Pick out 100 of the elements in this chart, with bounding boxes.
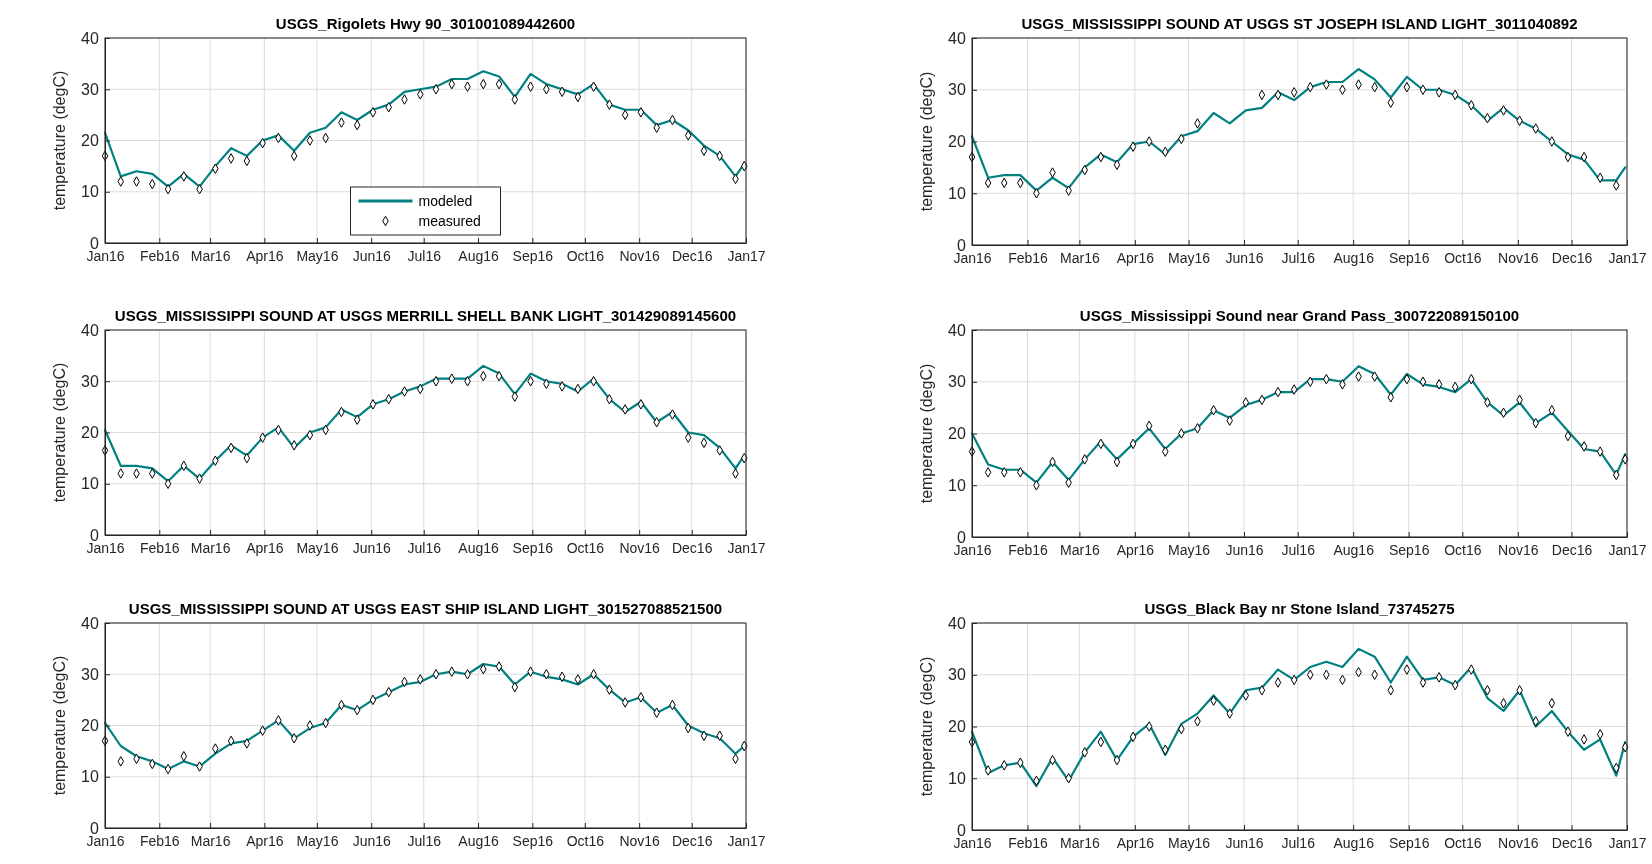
- x-tick-label: Dec16: [1551, 542, 1593, 559]
- x-tick-label: Feb16: [139, 833, 180, 850]
- x-tick-label: Jan17: [727, 248, 766, 265]
- x-tick-label: Oct16: [566, 833, 605, 850]
- x-tick-label: Jun16: [352, 540, 391, 557]
- x-tick-label: May16: [1168, 835, 1211, 852]
- legend-label: measured: [418, 213, 481, 229]
- x-tick-label: Jul16: [1281, 250, 1316, 267]
- x-tick-label: Jun16: [352, 833, 391, 850]
- x-tick-label: Nov16: [619, 248, 661, 265]
- x-tick-label: Jan17: [1608, 542, 1647, 559]
- x-tick-label: Nov16: [1498, 542, 1539, 559]
- chart-title: USGS_Rigolets Hwy 90_301001089442600: [275, 15, 576, 32]
- x-tick-label: Apr16: [246, 540, 284, 557]
- x-tick-label: Nov16: [1498, 835, 1539, 852]
- y-tick-label: 30: [81, 665, 99, 683]
- x-tick-label: May16: [1168, 250, 1211, 267]
- x-tick-label: May16: [296, 248, 339, 265]
- x-tick-label: Jun16: [1225, 542, 1264, 559]
- y-tick-label: 40: [81, 321, 99, 339]
- x-tick-label: Sep16: [512, 248, 554, 265]
- x-tick-label: Sep16: [512, 540, 554, 557]
- x-tick-label: Oct16: [1444, 835, 1482, 852]
- x-tick-label: Mar16: [190, 248, 231, 265]
- x-tick-label: Mar16: [1060, 542, 1100, 559]
- chart-title: USGS_Black Bay nr Stone Island_73745275: [1144, 600, 1455, 617]
- x-tick-label: Jan17: [727, 833, 766, 850]
- x-tick-label: Aug16: [1333, 250, 1375, 267]
- x-tick-label: Jul16: [1281, 835, 1316, 852]
- x-tick-label: Jan17: [727, 540, 766, 557]
- y-tick-label: 10: [81, 475, 99, 493]
- x-tick-label: Dec16: [1551, 835, 1593, 852]
- y-tick-label: 20: [948, 718, 966, 736]
- x-tick-label: Sep16: [512, 833, 554, 850]
- x-tick-label: Mar16: [190, 833, 231, 850]
- x-tick-label: Oct16: [566, 540, 605, 557]
- x-tick-label: Sep16: [1388, 250, 1430, 267]
- y-tick-label: 30: [948, 666, 966, 684]
- x-tick-label: Jun16: [352, 248, 391, 265]
- x-tick-label: Apr16: [1116, 835, 1155, 852]
- x-tick-label: Jul16: [1281, 542, 1316, 559]
- x-tick-label: Jan17: [1608, 835, 1647, 852]
- y-tick-label: 20: [948, 425, 966, 443]
- x-tick-label: Feb16: [139, 248, 180, 265]
- y-axis-title: temperature (degC): [918, 363, 935, 504]
- x-tick-label: Apr16: [246, 833, 284, 850]
- y-tick-label: 30: [948, 373, 966, 391]
- x-tick-label: Aug16: [458, 833, 499, 850]
- x-tick-label: Oct16: [1444, 542, 1482, 559]
- y-tick-label: 40: [81, 29, 99, 47]
- x-tick-label: Sep16: [1388, 835, 1430, 852]
- y-tick-label: 10: [948, 769, 966, 787]
- y-tick-label: 10: [81, 768, 99, 786]
- x-tick-label: Jan17: [1608, 250, 1647, 267]
- x-tick-label: Apr16: [1116, 250, 1155, 267]
- y-tick-label: 30: [81, 372, 99, 390]
- chart-title: USGS_MISSISSIPPI SOUND AT USGS ST JOSEPH ISLAND LIGHT_3011040892: [1021, 15, 1578, 32]
- x-tick-label: Oct16: [1444, 250, 1482, 267]
- y-axis-title: temperature (degC): [51, 362, 68, 503]
- chart-title: USGS_MISSISSIPPI SOUND AT USGS EAST SHIP ISLAND LIGHT_301527088521500: [128, 600, 723, 617]
- y-tick-label: 20: [81, 424, 99, 442]
- y-tick-label: 40: [948, 29, 966, 47]
- x-tick-label: Aug16: [458, 248, 499, 265]
- x-tick-label: Sep16: [1388, 542, 1430, 559]
- legend-label: modeled: [418, 193, 473, 209]
- x-tick-label: Aug16: [458, 540, 499, 557]
- x-tick-label: Aug16: [1333, 542, 1375, 559]
- y-axis-title: temperature (degC): [51, 655, 68, 796]
- y-tick-label: 40: [948, 614, 966, 632]
- x-tick-label: Feb16: [1008, 835, 1049, 852]
- x-tick-label: Jul16: [407, 540, 442, 557]
- x-tick-label: Feb16: [1008, 542, 1049, 559]
- x-tick-label: Mar16: [190, 540, 231, 557]
- y-tick-label: 20: [81, 132, 99, 150]
- chart-title: USGS_Mississippi Sound near Grand Pass_300722089150100: [1079, 307, 1520, 324]
- y-tick-label: 30: [81, 80, 99, 98]
- x-tick-label: Dec16: [671, 540, 713, 557]
- y-axis-title: temperature (degC): [51, 70, 68, 211]
- x-tick-label: Mar16: [1060, 835, 1100, 852]
- x-tick-label: Nov16: [619, 540, 661, 557]
- y-tick-label: 40: [81, 614, 99, 632]
- x-tick-label: Apr16: [246, 248, 284, 265]
- x-tick-label: Dec16: [671, 248, 713, 265]
- y-tick-label: 10: [948, 184, 966, 202]
- y-tick-label: 20: [81, 717, 99, 735]
- x-tick-label: Feb16: [1008, 250, 1049, 267]
- x-tick-label: Nov16: [1498, 250, 1539, 267]
- x-tick-label: Nov16: [619, 833, 661, 850]
- x-tick-label: Dec16: [671, 833, 713, 850]
- y-tick-label: 40: [948, 321, 966, 339]
- x-tick-label: Mar16: [1060, 250, 1100, 267]
- y-tick-label: 10: [948, 476, 966, 494]
- x-tick-label: May16: [1168, 542, 1211, 559]
- y-axis-title: temperature (degC): [918, 71, 935, 212]
- y-tick-label: 10: [81, 183, 99, 201]
- x-tick-label: May16: [296, 833, 339, 850]
- x-tick-label: Feb16: [139, 540, 180, 557]
- x-tick-label: Dec16: [1551, 250, 1593, 267]
- x-tick-label: May16: [296, 540, 339, 557]
- x-tick-label: Jun16: [1225, 835, 1264, 852]
